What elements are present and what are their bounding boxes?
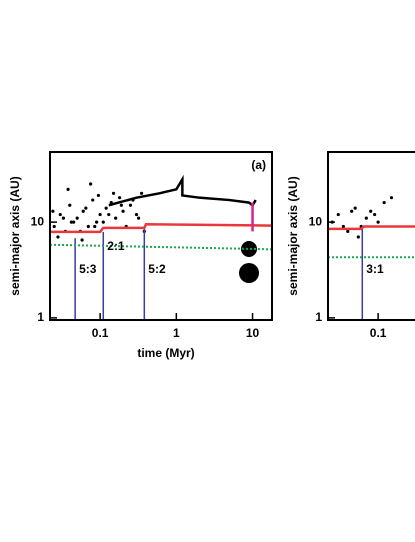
scatter-point [75, 216, 79, 220]
scatter-point [114, 216, 118, 220]
scatter-point [346, 229, 350, 234]
y-axis-label: semi-major axis (AU) [286, 176, 300, 295]
x-tick-label: 0.1 [92, 326, 109, 340]
scatter-point [356, 235, 360, 239]
series-line [50, 243, 272, 251]
scatter-point [376, 220, 380, 224]
scatter-point [91, 198, 95, 202]
scatter-point [382, 200, 386, 205]
plot-area [50, 174, 272, 320]
planet-icon [239, 263, 259, 283]
scatter-point [128, 203, 133, 207]
scatter-point [389, 196, 394, 200]
resonance-label: 2:1 [107, 239, 125, 253]
scatter-point [66, 187, 70, 191]
planet-icon [241, 241, 257, 257]
scatter-point [336, 212, 340, 217]
x-tick-label: 10 [246, 326, 260, 340]
scatter-point [81, 209, 85, 213]
series-line [50, 222, 272, 234]
scatter-point [84, 206, 88, 210]
scatter-point [111, 191, 116, 195]
scatter-point [96, 193, 101, 198]
scatter-point [137, 216, 141, 220]
axes-frame [327, 151, 415, 321]
scatter-point [61, 216, 66, 220]
plot-area [328, 196, 415, 320]
x-tick-label: 0.1 [370, 326, 387, 340]
resonance-label: 3:1 [366, 262, 384, 276]
resonance-label: 5:3 [79, 262, 97, 276]
scatter-point [121, 209, 125, 213]
y-tick-label: 1 [315, 310, 322, 324]
scatter-point [69, 220, 74, 224]
scatter-point [350, 209, 354, 213]
scatter-point [93, 224, 97, 229]
scatter-point [72, 220, 76, 224]
scatter-point [95, 220, 99, 224]
scatter-point [101, 220, 105, 224]
scatter-point [134, 212, 139, 217]
scatter-point [139, 191, 144, 195]
scatter-point [86, 224, 90, 229]
scatter-point [369, 209, 373, 213]
scatter-point [98, 212, 102, 217]
panel-label: (a) [251, 158, 266, 172]
series-line [108, 174, 257, 208]
scatter-point [373, 212, 377, 217]
scatter-point [88, 182, 93, 186]
scatter-point [119, 203, 123, 207]
axes-frame [49, 151, 273, 321]
scatter-point [353, 206, 357, 210]
scatter-point [58, 212, 62, 217]
x-tick-label: 1 [173, 326, 180, 340]
scatter-point [52, 224, 56, 229]
y-tick-label: 1 [37, 310, 44, 324]
scatter-point [107, 212, 111, 217]
series-line [328, 225, 415, 231]
x-axis-label: time (Myr) [137, 346, 194, 360]
scatter-point [364, 216, 368, 220]
scatter-point [117, 196, 122, 200]
scatter-point [51, 209, 55, 213]
scatter-point [341, 224, 345, 229]
y-tick-label: 10 [309, 214, 323, 228]
scatter-point [56, 235, 60, 239]
scatter-point [104, 206, 108, 210]
scatter-point [80, 238, 84, 242]
resonance-label: 5:2 [148, 262, 166, 276]
scatter-point [68, 203, 72, 207]
y-tick-label: 10 [31, 214, 45, 228]
y-axis-label: semi-major axis (AU) [8, 176, 22, 295]
